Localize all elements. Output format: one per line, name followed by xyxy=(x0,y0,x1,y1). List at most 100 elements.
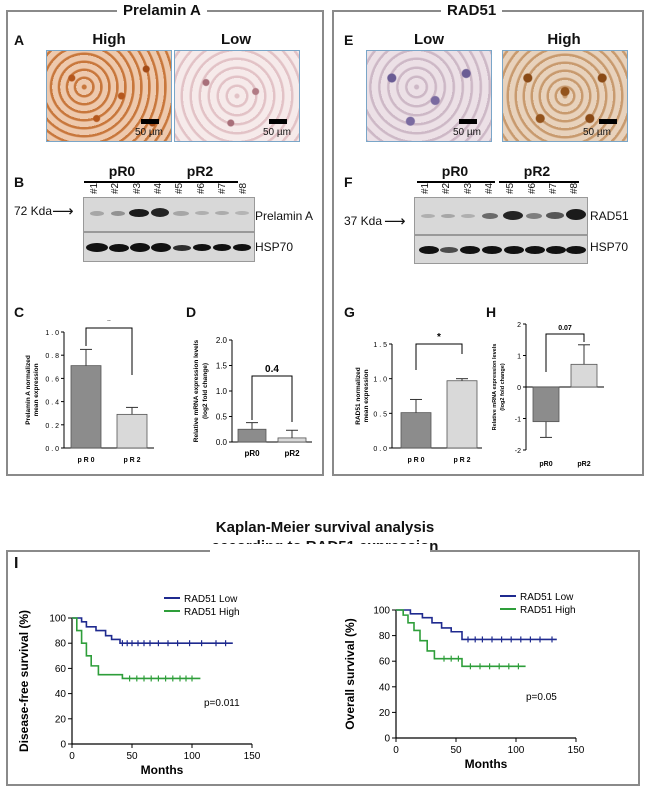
y-tick-label: 0 xyxy=(384,734,390,745)
band xyxy=(482,213,498,219)
legend-label: RAD51 Low xyxy=(184,594,238,605)
scale-label: 50 µm xyxy=(583,127,611,138)
scale-bar xyxy=(141,119,159,124)
x-tick-label: 100 xyxy=(184,751,201,762)
bar-chart-d: 0.0 0.5 1.0 1.5 2.0 Relative mRNA expression … xyxy=(193,336,312,458)
band xyxy=(460,246,480,254)
bar xyxy=(446,380,478,449)
y-tick-label: 0 . 6 xyxy=(45,376,59,383)
blot-f-marker: 37 Kda xyxy=(344,214,383,228)
band xyxy=(173,211,189,216)
band xyxy=(419,246,439,254)
panel-label-i: I xyxy=(14,555,19,572)
band xyxy=(526,213,542,219)
x-tick-label: pR0 xyxy=(244,449,260,458)
band xyxy=(440,247,458,253)
lane-label: #1 xyxy=(89,182,100,194)
x-axis-label: Months xyxy=(465,757,508,771)
y-tick-label: -2 xyxy=(515,448,521,455)
scale-bar xyxy=(599,119,617,124)
micrograph-a-high: 50 µm xyxy=(46,50,172,142)
scale-bar xyxy=(459,119,477,124)
lane-label: #4 xyxy=(152,182,164,194)
y-tick-label: 0 xyxy=(60,740,66,751)
p-value: p=0.011 xyxy=(204,698,240,709)
band xyxy=(482,246,502,254)
x-tick-label: p R 2 xyxy=(123,457,140,464)
band xyxy=(546,246,566,254)
y-axis-label: Disease-free survival (%) xyxy=(17,610,31,752)
lane-label: #2 xyxy=(441,182,453,194)
lane-label: #6 xyxy=(195,182,207,194)
y-tick-label: 2.0 xyxy=(216,336,228,345)
band xyxy=(129,209,149,217)
lane-label: #6 xyxy=(526,182,538,194)
x-tick-label: p R 2 xyxy=(453,457,470,464)
x-tick-label: p R 0 xyxy=(407,457,424,464)
x-axis-label: Months xyxy=(141,763,184,777)
blot-f-group-pr2: pR2 xyxy=(523,163,551,179)
significance-bracket xyxy=(415,343,463,370)
band xyxy=(233,244,251,251)
y-tick-label: 60 xyxy=(55,664,67,675)
panel-label-a: A xyxy=(14,32,25,48)
panel-label-g: G xyxy=(344,304,355,320)
blot-b-group-line-2 xyxy=(160,181,238,183)
band xyxy=(90,211,104,216)
significance-label: * xyxy=(437,332,441,343)
micrograph-a-low: 50 µm xyxy=(174,50,300,142)
micrograph-e-high-label: High xyxy=(547,31,581,48)
y-tick-label: 0 . 0 xyxy=(45,446,59,453)
y-axis-label: mean expression xyxy=(363,369,370,422)
band xyxy=(525,246,545,254)
lane-label: #7 xyxy=(547,182,559,194)
blot-f-loading-label: HSP70 xyxy=(590,240,629,254)
bar xyxy=(70,365,102,449)
x-tick-label: 100 xyxy=(508,745,525,756)
blot-b-group-pr2: pR2 xyxy=(186,163,214,179)
micrograph-a-high-label: High xyxy=(92,31,126,48)
lane-label: #4 xyxy=(483,182,495,194)
y-axis-label: mean expression xyxy=(33,363,40,416)
x-tick-label: 0 xyxy=(393,745,399,756)
y-tick-label: 40 xyxy=(379,682,391,693)
band xyxy=(504,246,524,254)
band xyxy=(193,244,211,251)
lane-label: #3 xyxy=(131,182,143,194)
y-tick-label: 80 xyxy=(379,631,391,642)
y-tick-label: 20 xyxy=(379,708,391,719)
prelamin-a-title: Prelamin A xyxy=(117,2,207,19)
bar xyxy=(237,428,267,443)
blot-b-protein-label: Prelamin A xyxy=(255,209,314,223)
y-axis-label: Overall survival (%) xyxy=(343,618,357,729)
blot-b-group-pr0: pR0 xyxy=(108,163,136,179)
y-tick-label: 1.5 xyxy=(216,362,228,371)
y-axis-label: (log2 fold change) xyxy=(500,363,506,411)
bar xyxy=(116,413,148,449)
x-tick-label: 0 xyxy=(69,751,75,762)
blot-f-group-pr0: pR0 xyxy=(441,163,469,179)
legend-label: RAD51 High xyxy=(520,605,576,616)
y-tick-label: 40 xyxy=(55,689,67,700)
y-tick-label: 1.0 xyxy=(216,387,228,396)
scale-bar xyxy=(269,119,287,124)
band xyxy=(546,212,564,219)
y-tick-label: 2 xyxy=(517,322,521,329)
micrograph-e-low: 50 µm xyxy=(366,50,492,142)
y-tick-label: 80 xyxy=(55,639,67,650)
band xyxy=(441,214,455,218)
lane-label: #5 xyxy=(505,182,517,194)
panel-label-e: E xyxy=(344,32,354,48)
band xyxy=(235,211,249,215)
km-plot-right: 0 20 40 60 80 100 0 50 100 150 Months Overall survi… xyxy=(343,592,585,771)
y-tick-label: 100 xyxy=(49,614,66,625)
y-tick-label: 0 . 8 xyxy=(45,353,59,360)
y-tick-label: 1 . 0 xyxy=(45,330,59,337)
y-tick-label: 100 xyxy=(373,606,390,617)
y-axis-label: (log2 fold change) xyxy=(202,363,209,419)
band xyxy=(151,243,171,252)
blot-b-marker: 72 Kda xyxy=(14,204,53,218)
y-tick-label: 1 xyxy=(517,354,521,361)
bar xyxy=(400,412,432,449)
y-tick-label: -1 xyxy=(515,417,521,424)
